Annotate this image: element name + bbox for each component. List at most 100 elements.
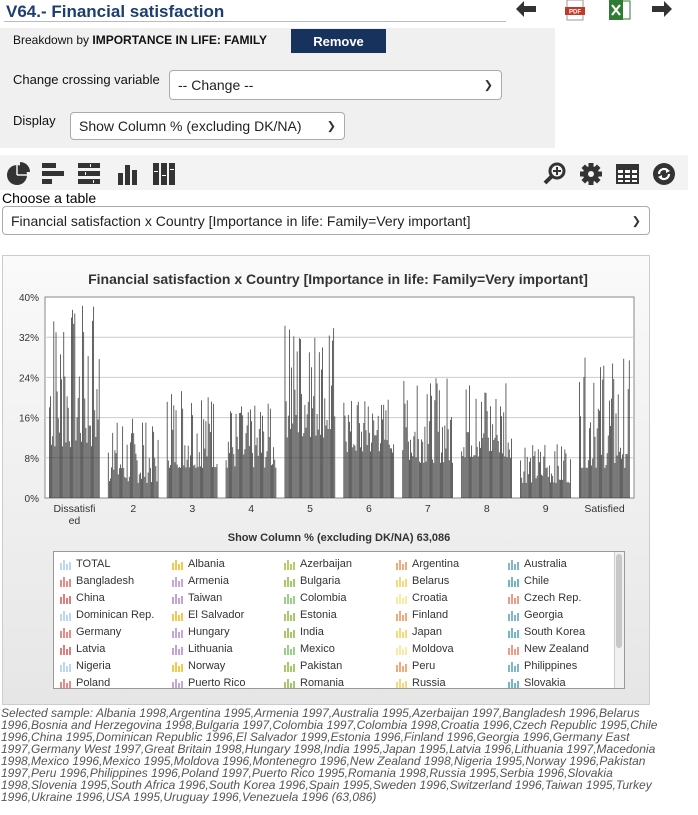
bar[interactable] <box>243 454 245 498</box>
bar[interactable] <box>409 459 410 498</box>
bar[interactable] <box>565 453 567 498</box>
bar[interactable] <box>78 376 80 498</box>
bar[interactable] <box>242 415 244 498</box>
bar[interactable] <box>145 422 147 498</box>
legend-item[interactable]: Japan <box>396 626 442 638</box>
bar[interactable] <box>393 444 395 498</box>
bar[interactable] <box>265 456 267 498</box>
legend-item[interactable]: Peru <box>396 660 435 672</box>
bar[interactable] <box>350 431 351 499</box>
bar[interactable] <box>154 457 156 498</box>
legend-scrollbar[interactable] <box>614 552 624 688</box>
bar[interactable] <box>178 466 180 498</box>
bar[interactable] <box>253 467 255 498</box>
bar[interactable] <box>88 425 90 498</box>
bar[interactable] <box>449 419 451 498</box>
bar[interactable] <box>491 450 492 498</box>
bar[interactable] <box>594 436 596 498</box>
bar[interactable] <box>272 464 273 498</box>
bar[interactable] <box>443 462 445 498</box>
bar[interactable] <box>111 467 112 498</box>
bar[interactable] <box>81 441 82 498</box>
legend-item[interactable]: Hungary <box>172 626 230 638</box>
bar[interactable] <box>432 459 434 498</box>
legend-item[interactable]: Germany <box>60 626 121 638</box>
legend-item[interactable]: China <box>60 592 105 604</box>
bar[interactable] <box>485 392 487 498</box>
bar[interactable] <box>431 395 432 498</box>
legend-item[interactable]: Colombia <box>284 592 346 604</box>
bar[interactable] <box>112 432 114 498</box>
bar[interactable] <box>509 457 511 498</box>
legend-item[interactable]: Chile <box>508 575 549 587</box>
bar[interactable] <box>617 394 619 498</box>
bar[interactable] <box>532 445 534 498</box>
bar[interactable] <box>73 323 75 498</box>
table-select[interactable]: Financial satisfaction x Country [Import… <box>2 206 650 235</box>
bar[interactable] <box>427 443 429 498</box>
bar[interactable] <box>182 408 184 498</box>
bar[interactable] <box>267 403 269 498</box>
bar[interactable] <box>537 449 539 498</box>
legend-item[interactable]: El Salvador <box>172 609 244 621</box>
legend-item[interactable]: Georgia <box>508 609 563 621</box>
bar[interactable] <box>381 404 382 498</box>
bar[interactable] <box>612 363 614 498</box>
bar[interactable] <box>608 400 610 498</box>
bar[interactable] <box>332 340 333 498</box>
bar[interactable] <box>125 478 127 498</box>
settings-icon[interactable] <box>579 161 605 187</box>
bar[interactable] <box>623 358 625 498</box>
bar[interactable] <box>107 452 109 498</box>
bar[interactable] <box>72 309 73 498</box>
legend-item[interactable]: Belarus <box>396 575 449 587</box>
bar[interactable] <box>556 444 558 498</box>
bar[interactable] <box>345 441 347 498</box>
bar[interactable] <box>70 447 71 498</box>
bar[interactable] <box>417 439 419 498</box>
arrow-left-icon[interactable] <box>514 0 538 23</box>
bar[interactable] <box>308 352 310 498</box>
bar[interactable] <box>433 462 435 498</box>
bar[interactable] <box>375 435 377 498</box>
bar[interactable] <box>333 328 335 498</box>
bar[interactable] <box>497 440 499 498</box>
bar[interactable] <box>169 467 170 498</box>
bar[interactable] <box>229 452 230 498</box>
bar[interactable] <box>567 481 569 498</box>
bar[interactable] <box>124 476 126 498</box>
bar[interactable] <box>430 383 431 498</box>
bar[interactable] <box>355 450 357 498</box>
bar[interactable] <box>563 460 565 498</box>
bar[interactable] <box>445 448 447 498</box>
bar[interactable] <box>77 398 79 498</box>
bar[interactable] <box>79 432 81 498</box>
bar[interactable] <box>132 418 133 498</box>
bar[interactable] <box>437 431 439 498</box>
bar[interactable] <box>349 421 350 498</box>
bar[interactable] <box>195 467 197 498</box>
bar[interactable] <box>201 400 202 498</box>
bar[interactable] <box>130 442 131 498</box>
bar[interactable] <box>61 379 62 498</box>
bar[interactable] <box>534 451 536 498</box>
bar[interactable] <box>212 467 213 498</box>
bar[interactable] <box>438 390 440 498</box>
bar[interactable] <box>227 441 229 498</box>
bar[interactable] <box>71 317 72 498</box>
bar[interactable] <box>301 394 302 498</box>
bar[interactable] <box>511 438 512 498</box>
bar[interactable] <box>368 432 370 498</box>
bar[interactable] <box>318 352 320 498</box>
bar[interactable] <box>190 455 191 498</box>
bar[interactable] <box>152 426 153 498</box>
bar[interactable] <box>241 406 242 498</box>
bar[interactable] <box>601 454 602 498</box>
bar[interactable] <box>382 419 383 498</box>
bar[interactable] <box>611 398 612 498</box>
bar[interactable] <box>627 389 629 498</box>
bar[interactable] <box>157 439 159 498</box>
bar[interactable] <box>490 406 491 498</box>
bar[interactable] <box>371 442 372 498</box>
bar[interactable] <box>554 451 556 498</box>
